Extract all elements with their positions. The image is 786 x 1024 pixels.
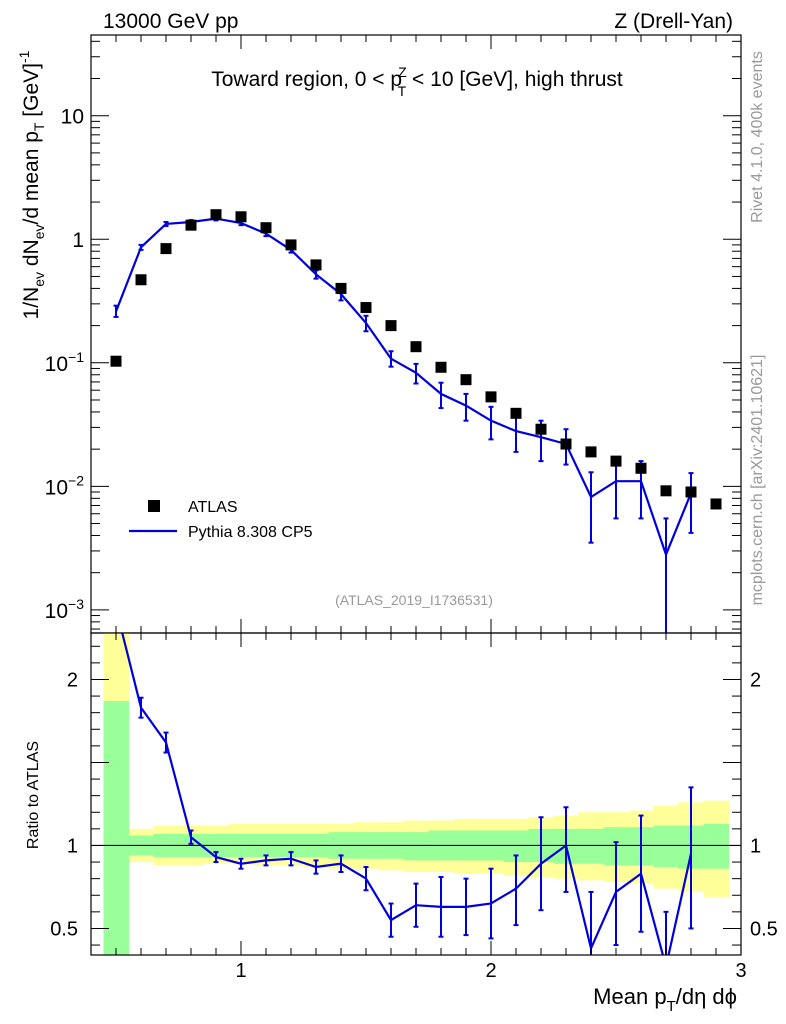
atlas-data-point (185, 219, 197, 231)
ratio-y-tick-labels: 2 2 1 1 0.5 0.5 (50, 669, 778, 940)
atlas-data-point (510, 407, 522, 419)
atlas-data-point (435, 361, 447, 373)
band-inner-bin (703, 823, 729, 869)
atlas-data-point (410, 341, 422, 353)
energy-label: 13000 GeV pp (103, 10, 238, 33)
atlas-data-point (460, 374, 472, 386)
main-panel: 10 1 10−1 10−2 10−3 Toward region, 0 < pZ T <… (16, 34, 742, 634)
atlas-data-point (610, 455, 622, 467)
atlas-data-point (110, 355, 122, 367)
main-y-tick-labels: 10 1 10−1 10−2 10−3 (45, 106, 85, 623)
mc-error-bars (113, 215, 694, 633)
ratio-panel: 2 2 1 1 0.5 0.5 1 2 3 Ratio to ATLAS Mean pT/dη… (25, 632, 778, 1015)
legend-atlas-label: ATLAS (188, 499, 238, 516)
atlas-data-point (310, 259, 322, 271)
atlas-data-point (685, 486, 697, 498)
atlas-data-point (260, 222, 272, 234)
atlas-data-point (385, 320, 397, 332)
y-tick-label: 10−2 (45, 472, 85, 499)
main-frame (90, 34, 742, 634)
y-tick-label: 10 (61, 106, 84, 129)
process-label: Z (Drell-Yan) (614, 10, 733, 33)
mcplots-label: mcplots.cern.ch [arXiv:2401.10621] (749, 355, 766, 606)
main-axis-ticks (91, 35, 742, 633)
x-axis-label: Mean pT/dη dϕ (593, 984, 737, 1015)
atlas-data-point (135, 274, 147, 286)
ratio-frame (90, 632, 742, 956)
legend: ATLAS Pythia 8.308 CP5 (129, 499, 313, 541)
atlas-data-point (210, 209, 222, 221)
atlas-data-point (585, 446, 597, 458)
y-tick-label: 1 (72, 229, 84, 252)
atlas-data-point (485, 391, 497, 403)
main-y-axis-label: 1/Nev dNev/d mean pT [GeV]-1 (16, 50, 47, 319)
y-tick-label: 10−1 (45, 349, 85, 376)
plot-title: Toward region, 0 < pZ T < 10 [GeV], high … (211, 64, 623, 99)
atlas-data-point (660, 485, 672, 497)
ratio-y-tick-label-right: 0.5 (750, 918, 778, 940)
ratio-y-axis-label: Ratio to ATLAS (25, 741, 42, 849)
atlas-data-point (710, 498, 722, 510)
x-tick-label: 3 (735, 960, 746, 982)
ratio-y-tick-label-left: 2 (67, 669, 78, 691)
atlas-data-point (335, 282, 347, 294)
legend-atlas-marker (148, 500, 160, 512)
atlas-data-point (235, 211, 247, 223)
band-inner-bin (653, 825, 679, 868)
atlas-data-point (560, 438, 572, 450)
legend-mc-label: Pythia 8.308 CP5 (188, 524, 313, 541)
band-inner-bin (578, 828, 604, 864)
ratio-y-tick-label-right: 2 (750, 669, 761, 691)
ratio-x-tick-labels: 1 2 3 (235, 960, 746, 982)
x-tick-label: 1 (235, 960, 246, 982)
x-tick-label: 2 (485, 960, 496, 982)
atlas-data-point (285, 239, 297, 251)
atlas-data-point (535, 423, 547, 435)
band-inner-bin (103, 701, 129, 955)
ratio-y-tick-label-left: 1 (67, 835, 78, 857)
atlas-data-points (110, 209, 722, 510)
ratio-y-tick-label-right: 1 (750, 835, 761, 857)
ratio-curve (121, 633, 693, 955)
atlas-data-point (160, 243, 172, 255)
uncertainty-band-inner (103, 701, 729, 955)
atlas-data-point (360, 302, 372, 314)
atlas-data-point (635, 462, 647, 474)
y-tick-label: 10−3 (45, 596, 85, 623)
ratio-y-tick-label-left: 0.5 (50, 918, 78, 940)
ratio-error-bars (138, 696, 694, 955)
rivet-version-label: Rivet 4.1.0, 400k events (749, 51, 766, 223)
analysis-watermark: (ATLAS_2019_I1736531) (335, 592, 493, 608)
band-inner-bin (403, 832, 429, 861)
